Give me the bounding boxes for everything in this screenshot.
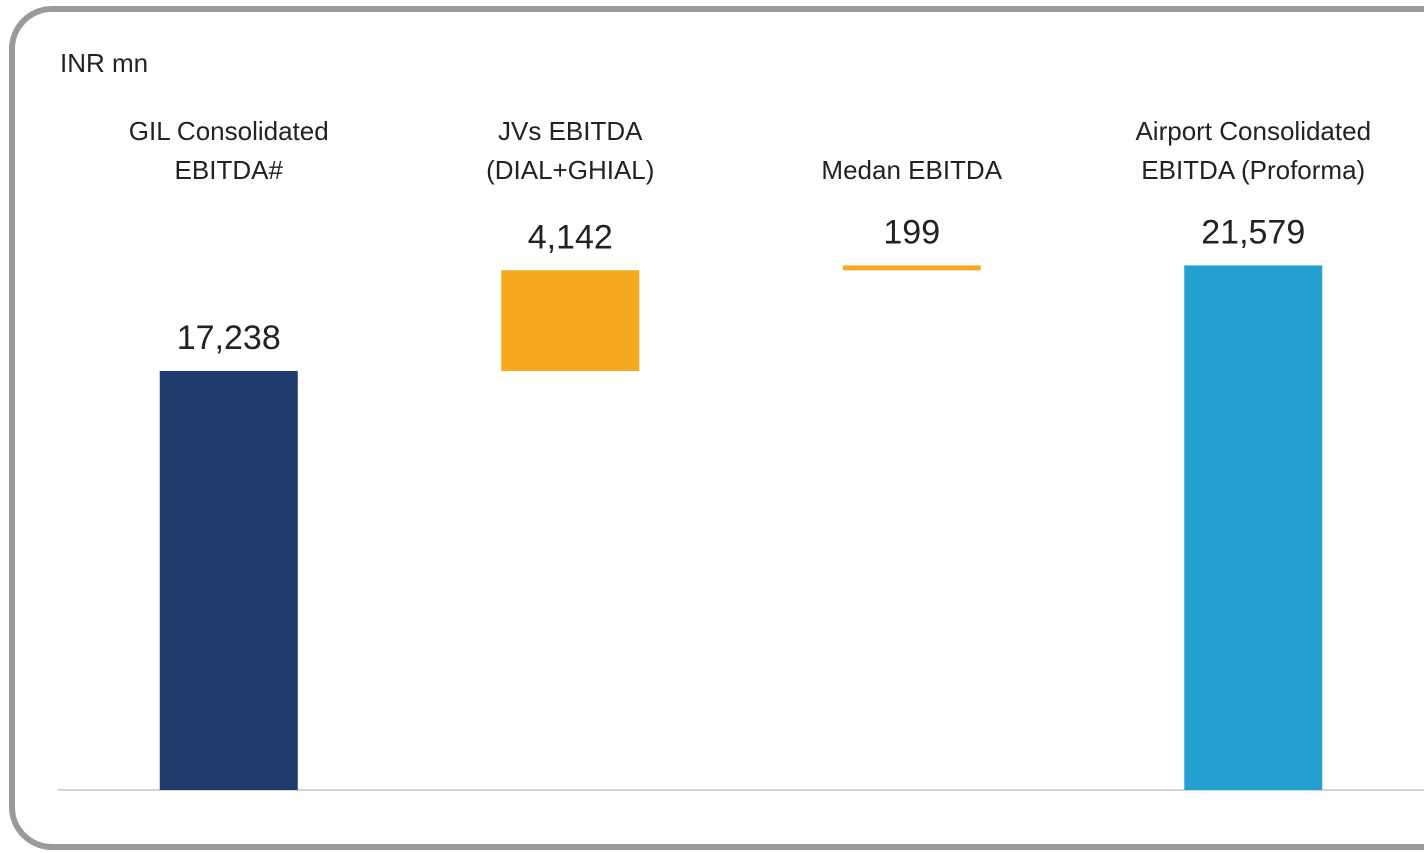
bar [1184, 265, 1323, 791]
bar [842, 265, 981, 271]
frame [9, 6, 1424, 850]
value-label: 21,579 [1201, 213, 1305, 251]
category-label: Medan EBITDA [821, 155, 1003, 185]
bar [159, 370, 298, 790]
category-label: JVs EBITDA (DIAL+GHIAL) [486, 116, 655, 185]
value-label: 199 [883, 213, 940, 251]
category-label: GIL Consolidated EBITDA# [128, 116, 329, 185]
value-label: 17,238 [177, 319, 281, 357]
value-label: 4,142 [528, 218, 613, 256]
unit-label: INR mn [60, 48, 149, 78]
bar [501, 270, 640, 371]
category-label: Airport Consolidated EBITDA (Proforma) [1135, 116, 1372, 185]
